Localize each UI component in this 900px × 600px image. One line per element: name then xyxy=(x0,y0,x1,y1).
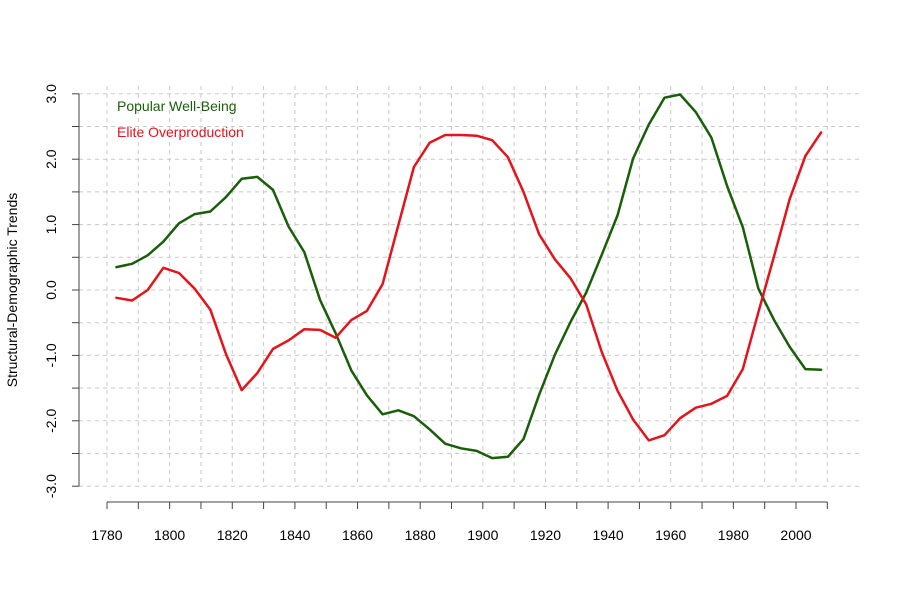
legend: Popular Well-Being Elite Overproduction xyxy=(117,98,244,140)
x-tick-label: 1860 xyxy=(342,527,373,543)
axis-layer: 1780 1800 1820 1840 1860 1880 1900 1920 1940 1960… xyxy=(43,84,828,543)
legend-entry-elite-overproduction: Elite Overproduction xyxy=(117,124,244,140)
x-tick-label: 2000 xyxy=(780,527,811,543)
x-tick-label: 1940 xyxy=(593,527,624,543)
y-tick-label: -2.0 xyxy=(43,409,59,433)
x-tick-label: 1880 xyxy=(405,527,436,543)
series-line-elite-overproduction xyxy=(115,131,823,442)
series-layer xyxy=(115,93,823,460)
x-tick-label: 1820 xyxy=(217,527,248,543)
series-line-popular-well-being xyxy=(115,93,823,460)
y-tick-label: 3.0 xyxy=(43,84,59,104)
y-tick-label: -3.0 xyxy=(43,474,59,498)
x-tick-label: 1960 xyxy=(655,527,686,543)
x-tick-label: 1780 xyxy=(91,527,122,543)
grid-layer xyxy=(79,86,860,487)
x-tick-label: 1920 xyxy=(530,527,561,543)
y-axis-title: Structural-Demographic Trends xyxy=(4,193,20,388)
legend-entry-popular-well-being: Popular Well-Being xyxy=(117,98,237,114)
x-tick-label: 1980 xyxy=(718,527,749,543)
y-tick-label: 1.0 xyxy=(43,215,59,235)
y-tick-label: -1.0 xyxy=(43,343,59,367)
x-tick-label: 1800 xyxy=(154,527,185,543)
x-tick-label: 1840 xyxy=(279,527,310,543)
y-tick-label: 0.0 xyxy=(43,280,59,300)
y-tick-label: 2.0 xyxy=(43,149,59,169)
x-tick-label: 1900 xyxy=(467,527,498,543)
